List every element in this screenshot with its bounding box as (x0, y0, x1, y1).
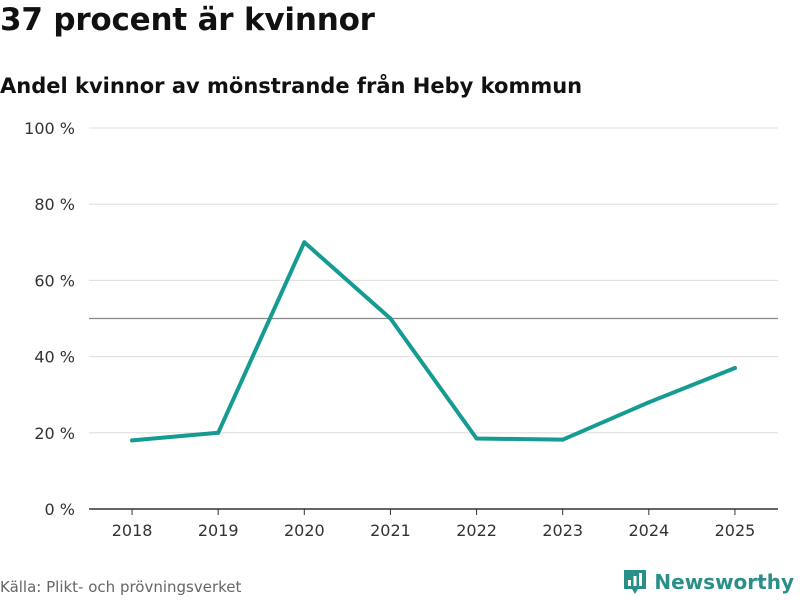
x-tick-label: 2018 (112, 521, 153, 540)
x-tick-label: 2021 (370, 521, 411, 540)
grid-lines (89, 127, 778, 434)
line-chart: 0 % 20 % 40 % 60 % 80 % 100 % 2018 2019 2020 202… (24, 119, 778, 540)
data-point-2019 (216, 430, 221, 435)
axes (89, 508, 778, 515)
brand-logo: Newsworthy (622, 568, 794, 596)
bar-chart-icon (624, 570, 647, 594)
y-tick-label: 20 % (34, 424, 75, 443)
data-point-2024 (646, 400, 651, 405)
x-tick-labels: 2018 2019 2020 2021 2022 2023 2024 2025 (112, 521, 756, 540)
data-point-2025 (732, 366, 737, 371)
x-tick-label: 2020 (284, 521, 325, 540)
data-series (130, 240, 737, 443)
data-point-2022 (474, 436, 479, 441)
chart-title: 37 procent är kvinnor (0, 2, 375, 38)
x-tick-label: 2024 (628, 521, 669, 540)
y-tick-label: 60 % (34, 271, 75, 290)
x-tick-label: 2019 (198, 521, 239, 540)
chart-subtitle: Andel kvinnor av mönstrande från Heby ko… (0, 74, 583, 98)
data-point-2018 (130, 438, 135, 443)
source-note: Källa: Plikt- och prövningsverket (0, 578, 242, 596)
brand-name: Newsworthy (654, 570, 794, 594)
x-tick-label: 2022 (456, 521, 497, 540)
y-tick-labels: 0 % 20 % 40 % 60 % 80 % 100 % (24, 119, 75, 519)
y-tick-label: 40 % (34, 348, 75, 367)
x-tick-label: 2025 (715, 521, 756, 540)
data-point-2023 (560, 437, 565, 442)
y-tick-label: 0 % (45, 500, 75, 519)
x-tick-label: 2023 (542, 521, 583, 540)
y-tick-label: 100 % (24, 119, 75, 138)
data-point-2021 (388, 316, 393, 321)
series-line-0 (130, 240, 737, 443)
y-tick-label: 80 % (34, 195, 75, 214)
data-point-2020 (302, 240, 307, 245)
